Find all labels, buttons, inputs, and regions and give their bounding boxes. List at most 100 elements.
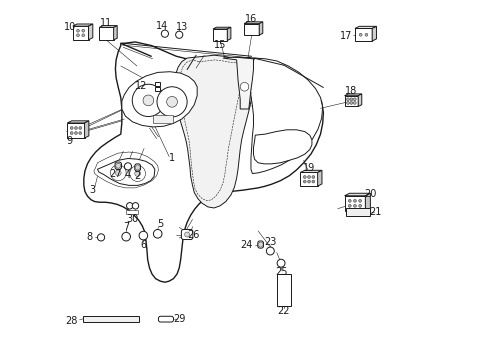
Polygon shape bbox=[212, 27, 230, 29]
Polygon shape bbox=[88, 24, 93, 40]
Circle shape bbox=[347, 204, 350, 207]
Circle shape bbox=[70, 127, 73, 130]
Circle shape bbox=[74, 132, 77, 134]
FancyBboxPatch shape bbox=[257, 241, 263, 248]
Polygon shape bbox=[344, 96, 357, 107]
Circle shape bbox=[77, 34, 79, 37]
Text: 28: 28 bbox=[65, 316, 77, 326]
Circle shape bbox=[139, 231, 147, 240]
Circle shape bbox=[303, 180, 305, 183]
Bar bbox=[155, 87, 160, 91]
Circle shape bbox=[166, 96, 177, 107]
Bar bbox=[83, 316, 139, 321]
Circle shape bbox=[79, 127, 81, 130]
Circle shape bbox=[311, 176, 314, 179]
Text: 8: 8 bbox=[86, 232, 92, 242]
Circle shape bbox=[81, 29, 84, 32]
Circle shape bbox=[307, 176, 310, 179]
Text: 1: 1 bbox=[169, 153, 175, 163]
Text: 18: 18 bbox=[345, 86, 357, 96]
Circle shape bbox=[153, 229, 162, 238]
Text: 9: 9 bbox=[66, 136, 72, 146]
Polygon shape bbox=[344, 196, 365, 211]
Circle shape bbox=[349, 102, 352, 104]
Polygon shape bbox=[83, 42, 323, 282]
Circle shape bbox=[135, 171, 140, 176]
Circle shape bbox=[277, 259, 285, 267]
Circle shape bbox=[110, 165, 126, 181]
Circle shape bbox=[157, 87, 187, 117]
Text: 2: 2 bbox=[134, 171, 141, 181]
Bar bbox=[345, 208, 369, 216]
Circle shape bbox=[307, 180, 310, 183]
Circle shape bbox=[135, 165, 140, 170]
Text: 13: 13 bbox=[175, 22, 187, 32]
Circle shape bbox=[358, 199, 361, 202]
Polygon shape bbox=[212, 29, 227, 41]
Polygon shape bbox=[300, 172, 317, 186]
Text: 21: 21 bbox=[368, 207, 381, 217]
Circle shape bbox=[74, 127, 77, 130]
Circle shape bbox=[132, 203, 139, 209]
Circle shape bbox=[115, 170, 121, 176]
Polygon shape bbox=[97, 158, 155, 185]
Circle shape bbox=[142, 95, 153, 106]
FancyBboxPatch shape bbox=[181, 229, 192, 239]
Text: 12: 12 bbox=[134, 81, 147, 91]
Text: 10: 10 bbox=[64, 22, 77, 32]
Circle shape bbox=[79, 132, 81, 134]
Polygon shape bbox=[223, 57, 253, 109]
Circle shape bbox=[77, 29, 79, 32]
Text: 24: 24 bbox=[240, 239, 253, 249]
Text: 7: 7 bbox=[123, 222, 129, 232]
Text: 3: 3 bbox=[89, 185, 95, 195]
Text: 20: 20 bbox=[363, 189, 375, 199]
Circle shape bbox=[266, 247, 274, 255]
Polygon shape bbox=[344, 94, 361, 96]
Circle shape bbox=[258, 242, 263, 247]
Circle shape bbox=[311, 180, 314, 183]
Circle shape bbox=[129, 166, 145, 181]
Text: 25: 25 bbox=[274, 267, 287, 277]
Text: 23: 23 bbox=[264, 237, 276, 247]
Circle shape bbox=[126, 203, 133, 209]
Circle shape bbox=[358, 204, 361, 207]
Text: 15: 15 bbox=[213, 40, 226, 50]
Polygon shape bbox=[244, 22, 262, 24]
Circle shape bbox=[353, 98, 355, 101]
Polygon shape bbox=[227, 27, 230, 41]
Circle shape bbox=[116, 163, 121, 168]
Circle shape bbox=[353, 199, 356, 202]
Polygon shape bbox=[67, 121, 89, 123]
Circle shape bbox=[347, 199, 350, 202]
Text: 4: 4 bbox=[124, 170, 131, 180]
FancyBboxPatch shape bbox=[158, 316, 173, 322]
Circle shape bbox=[175, 31, 183, 39]
Polygon shape bbox=[99, 26, 117, 27]
Text: 16: 16 bbox=[244, 14, 257, 24]
Circle shape bbox=[359, 33, 362, 36]
Text: 27: 27 bbox=[109, 169, 122, 179]
Polygon shape bbox=[253, 130, 311, 164]
Polygon shape bbox=[73, 24, 93, 26]
Circle shape bbox=[364, 33, 367, 36]
Polygon shape bbox=[259, 22, 262, 35]
Text: 14: 14 bbox=[156, 21, 168, 31]
FancyBboxPatch shape bbox=[135, 164, 140, 171]
Polygon shape bbox=[113, 26, 117, 40]
Text: 26: 26 bbox=[187, 230, 200, 239]
Polygon shape bbox=[357, 94, 361, 107]
Bar bbox=[276, 274, 290, 306]
Polygon shape bbox=[73, 26, 88, 40]
Text: 5: 5 bbox=[157, 220, 163, 229]
Circle shape bbox=[303, 176, 305, 179]
Text: 6: 6 bbox=[140, 239, 146, 249]
Polygon shape bbox=[99, 27, 113, 40]
Polygon shape bbox=[67, 123, 84, 138]
Circle shape bbox=[184, 232, 189, 237]
Circle shape bbox=[124, 163, 131, 170]
Bar bbox=[153, 116, 172, 123]
Circle shape bbox=[353, 102, 355, 104]
Polygon shape bbox=[354, 26, 376, 28]
Circle shape bbox=[353, 204, 356, 207]
